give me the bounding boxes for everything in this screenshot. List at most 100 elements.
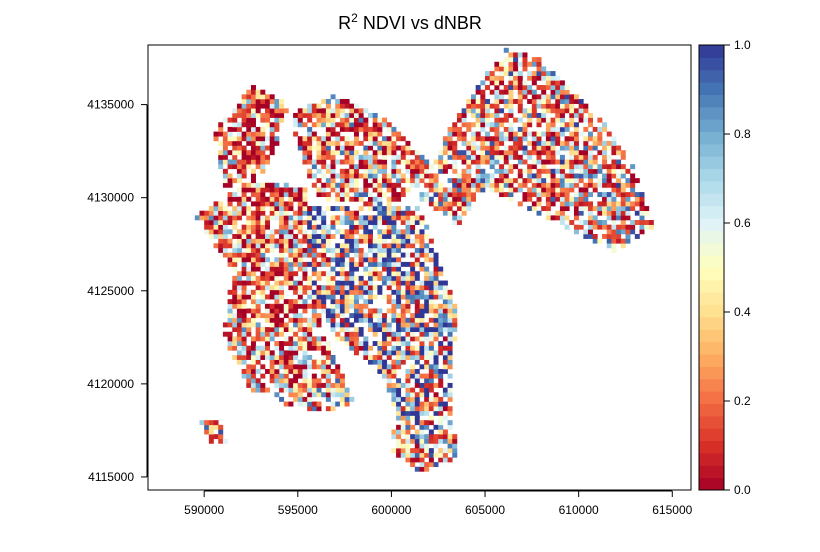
raster-cell xyxy=(508,182,514,188)
title-superscript: 2 xyxy=(351,11,358,25)
raster-cell xyxy=(255,243,261,249)
raster-cell xyxy=(368,192,373,198)
raster-cell xyxy=(222,117,228,123)
raster-cell xyxy=(620,182,626,188)
raster-cell xyxy=(330,313,336,319)
raster-cell xyxy=(232,206,238,212)
raster-cell xyxy=(321,164,327,170)
raster-cell xyxy=(241,322,247,328)
raster-cell xyxy=(522,192,528,198)
raster-cell xyxy=(363,299,369,305)
raster-cell xyxy=(307,238,313,244)
raster-cell xyxy=(461,159,467,165)
raster-cell xyxy=(428,382,434,388)
raster-cell xyxy=(283,187,289,193)
raster-cell xyxy=(227,308,233,314)
raster-cell xyxy=(363,220,369,225)
raster-cell xyxy=(410,373,416,379)
raster-cell xyxy=(358,154,364,160)
raster-cell xyxy=(246,164,252,170)
raster-cell xyxy=(311,373,317,379)
raster-cell xyxy=(363,126,369,132)
raster-cell xyxy=(250,294,256,300)
raster-cell xyxy=(297,373,303,379)
raster-cell xyxy=(485,150,491,156)
raster-cell xyxy=(541,164,547,170)
raster-cell xyxy=(419,229,425,235)
raster-cell xyxy=(438,280,444,286)
raster-cell xyxy=(400,233,406,239)
raster-cell xyxy=(616,159,622,165)
raster-cell xyxy=(597,182,603,188)
raster-cell xyxy=(606,243,612,249)
raster-cell xyxy=(204,424,210,430)
raster-cell xyxy=(517,99,523,104)
raster-cell xyxy=(536,131,542,137)
raster-cell xyxy=(620,164,626,170)
raster-cell xyxy=(583,108,589,114)
raster-cell xyxy=(344,192,350,198)
raster-cell xyxy=(452,322,458,328)
raster-cell xyxy=(279,99,285,104)
y-tick-label: 4125000 xyxy=(87,284,134,298)
raster-cell xyxy=(274,359,280,365)
raster-cell xyxy=(321,271,327,277)
raster-cell xyxy=(419,243,425,249)
raster-cell xyxy=(316,378,322,384)
raster-cell xyxy=(232,126,238,132)
raster-cell xyxy=(531,178,537,184)
raster-cell xyxy=(339,387,345,393)
raster-cell xyxy=(325,117,331,123)
raster-cell xyxy=(246,99,252,104)
raster-cell xyxy=(386,187,392,193)
raster-cell xyxy=(541,159,547,165)
raster-cell xyxy=(260,145,266,151)
raster-cell xyxy=(438,154,444,160)
raster-cell xyxy=(218,238,224,244)
raster-cell xyxy=(339,294,345,300)
raster-cell xyxy=(447,448,453,454)
raster-cell xyxy=(330,206,336,212)
raster-cell xyxy=(368,322,373,328)
raster-cell xyxy=(433,382,439,388)
raster-cell xyxy=(400,350,406,356)
raster-cell xyxy=(414,317,420,323)
raster-cell xyxy=(396,289,402,295)
raster-cell xyxy=(372,126,378,132)
raster-cell xyxy=(391,308,397,314)
raster-cell xyxy=(630,178,636,184)
raster-cell xyxy=(236,243,242,249)
raster-cell xyxy=(559,145,565,151)
raster-cell xyxy=(470,182,476,188)
raster-cell xyxy=(573,224,579,230)
raster-cell xyxy=(311,266,317,272)
raster-cell xyxy=(442,164,448,170)
colorbar-frame xyxy=(698,44,725,491)
raster-cell xyxy=(307,294,313,300)
raster-cell xyxy=(550,159,556,165)
raster-cell xyxy=(358,331,364,337)
raster-cell xyxy=(255,201,261,207)
raster-cell xyxy=(545,136,551,142)
raster-cell xyxy=(616,173,622,179)
raster-cell xyxy=(236,280,242,286)
raster-cell xyxy=(368,140,373,146)
raster-cell xyxy=(241,99,247,104)
raster-cell xyxy=(274,206,280,212)
raster-cell xyxy=(503,71,509,77)
raster-cell xyxy=(405,275,411,281)
raster-cell xyxy=(597,201,603,207)
raster-cell xyxy=(311,247,317,253)
raster-cell xyxy=(344,238,350,244)
raster-cell xyxy=(442,210,448,216)
raster-cell xyxy=(592,215,598,221)
raster-cell xyxy=(279,210,285,216)
raster-cell xyxy=(531,89,537,95)
raster-cell xyxy=(255,126,261,132)
raster-cell xyxy=(588,154,593,160)
raster-cell xyxy=(339,401,345,407)
raster-cell xyxy=(447,206,453,212)
raster-cell xyxy=(438,382,444,388)
raster-cell xyxy=(428,373,434,379)
raster-cell xyxy=(246,89,252,95)
